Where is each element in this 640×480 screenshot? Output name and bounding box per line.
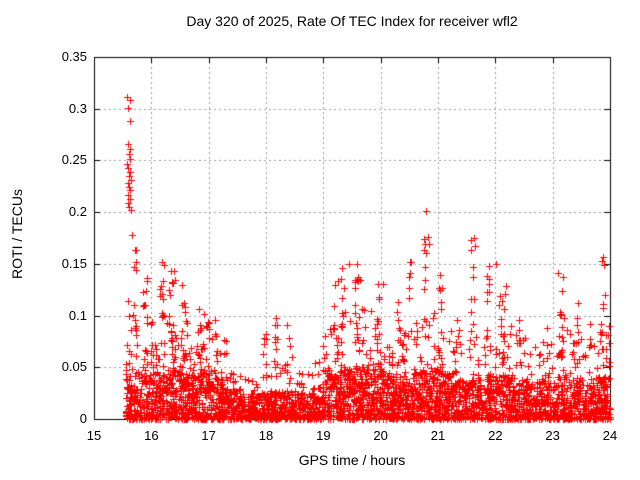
x-tick-label: 18 bbox=[258, 428, 274, 443]
x-tick-label: 23 bbox=[545, 428, 560, 443]
x-tick-label: 19 bbox=[316, 428, 331, 443]
x-tick-label: 15 bbox=[86, 428, 102, 443]
y-tick-label: 0.15 bbox=[61, 255, 87, 271]
y-tick-label: 0.25 bbox=[61, 152, 87, 168]
x-tick-label: 20 bbox=[373, 428, 388, 443]
x-tick-label: 24 bbox=[602, 428, 618, 443]
x-axis-label: GPS time / hours bbox=[298, 452, 406, 468]
y-tick-label: 0 bbox=[79, 411, 87, 426]
x-tick-label: 16 bbox=[144, 428, 159, 443]
y-tick-label: 0.1 bbox=[68, 307, 87, 323]
y-axis-label: ROTI / TECUs bbox=[9, 189, 25, 279]
y-tick-label: 0.2 bbox=[68, 204, 87, 220]
y-tick-label: 0.3 bbox=[68, 100, 87, 116]
chart-title: Day 320 of 2025, Rate Of TEC Index for r… bbox=[186, 13, 518, 29]
y-tick-label: 0.05 bbox=[61, 359, 87, 375]
x-tick-label: 17 bbox=[201, 428, 216, 443]
y-tick-label: 0.35 bbox=[61, 49, 87, 64]
x-tick-label: 22 bbox=[488, 428, 503, 443]
x-tick-label: 21 bbox=[430, 428, 446, 443]
